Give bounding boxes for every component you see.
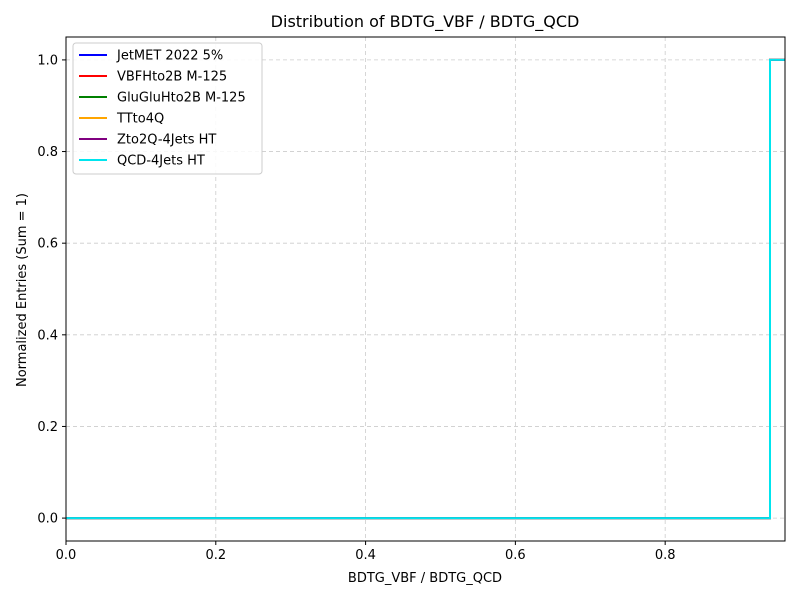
y-tick-label: 0.8 [37,145,58,160]
y-tick-label: 0.2 [37,420,58,435]
x-tick-label: 0.0 [56,548,77,563]
legend-label: JetMET 2022 5% [116,49,223,64]
x-axis-label: BDTG_VBF / BDTG_QCD [348,571,502,586]
y-tick-label: 0.0 [37,512,58,527]
legend-label: QCD-4Jets HT [117,154,205,169]
series-line-5 [66,58,785,520]
y-tick-label: 0.4 [37,328,58,343]
legend-label: GluGluHto2B M-125 [117,91,246,106]
series-lines [66,58,785,520]
legend-label: VBFHto2B M-125 [117,70,227,85]
x-tick-label: 0.4 [355,548,376,563]
y-tick-label: 0.6 [37,237,58,252]
x-tick-label: 0.6 [505,548,526,563]
legend: JetMET 2022 5% VBFHto2B M-125 GluGluHto2B … [72,42,263,175]
x-axis: 0.0 0.2 0.4 0.6 0.8 [56,541,676,563]
y-axis: 0.0 0.2 0.4 0.6 0.8 1.0 [37,53,66,527]
legend-label: Zto2Q-4Jets HT [117,133,216,148]
x-tick-label: 0.2 [205,548,226,563]
x-tick-label: 0.8 [655,548,676,563]
legend-label: TTto4Q [116,112,164,127]
legend-box [72,42,263,175]
y-axis-label: Normalized Entries (Sum = 1) [15,193,30,387]
y-tick-label: 1.0 [37,53,58,68]
plot-frame [65,36,786,542]
chart-title: Distribution of BDTG_VBF / BDTG_QCD [271,12,580,32]
